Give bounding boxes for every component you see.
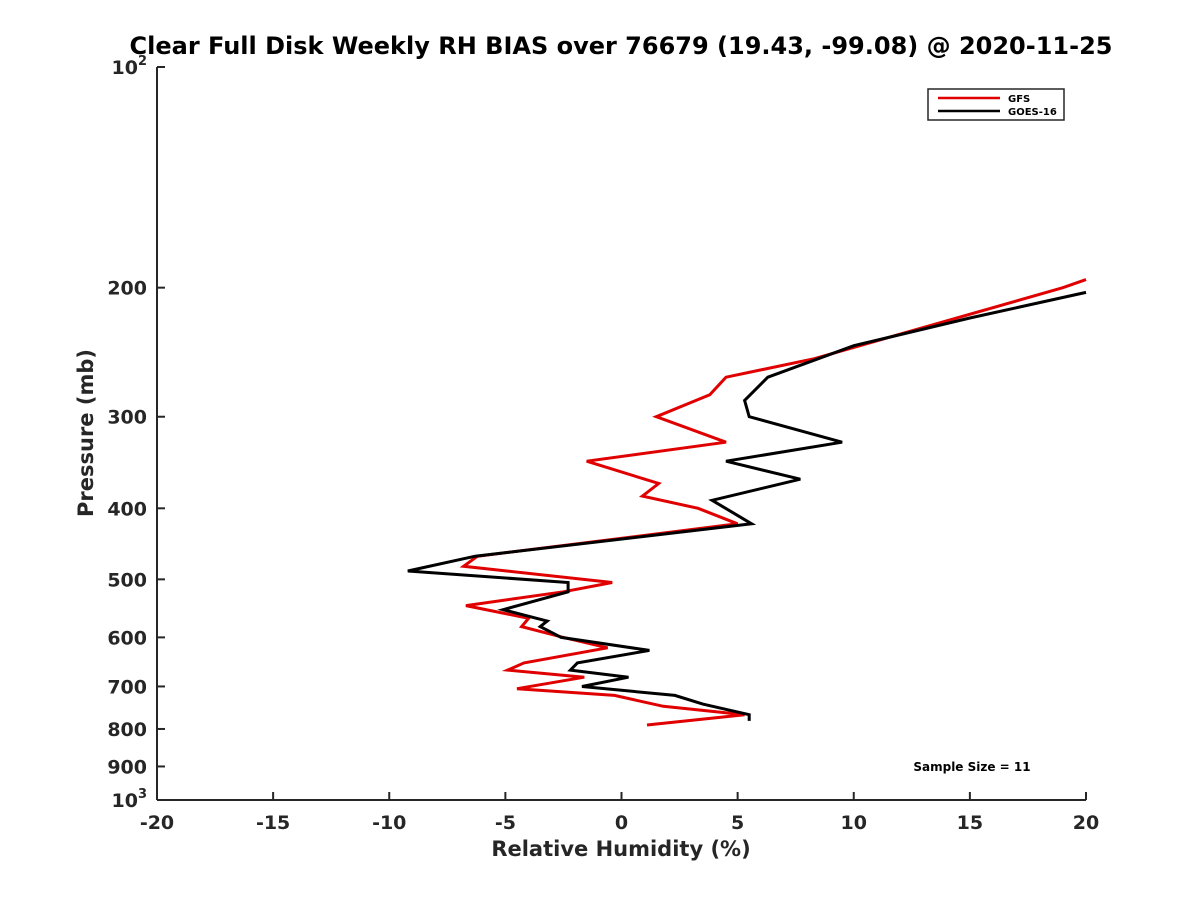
y-tick-label: 600 [107, 627, 147, 649]
x-tick-label: 15 [957, 812, 983, 834]
y-tick-label: 300 [107, 407, 147, 429]
x-axis-ticks: -20 -15 -10 -5 0 5 10 15 20 [140, 792, 1099, 834]
x-tick-label: -10 [372, 812, 406, 834]
x-tick-label: -20 [140, 812, 174, 834]
y-tick-label: 900 [107, 756, 147, 778]
y-tick-label: 800 [107, 719, 147, 741]
y-tick-label: 103 [112, 787, 148, 812]
chart-title: Clear Full Disk Weekly RH BIAS over 7667… [130, 32, 1113, 60]
x-tick-label: 0 [615, 812, 628, 834]
x-tick-label: -5 [495, 812, 516, 834]
x-tick-label: 20 [1073, 812, 1099, 834]
series-line-goes-16 [407, 290, 1087, 721]
series-lines [407, 278, 1087, 727]
y-tick-label: 500 [107, 569, 147, 591]
x-axis-label: Relative Humidity (%) [491, 837, 750, 861]
legend-label: GFS [1008, 94, 1030, 105]
y-tick-label: 200 [107, 278, 147, 300]
series-line-gfs [459, 278, 1087, 727]
x-tick-label: 5 [731, 812, 744, 834]
legend-box [927, 88, 1065, 121]
x-tick-label: -15 [256, 812, 290, 834]
y-tick-label: 102 [112, 54, 148, 79]
y-tick-label: 700 [107, 676, 147, 698]
y-axis-label: Pressure (mb) [74, 349, 98, 517]
y-axis-ticks: 102 200 300 400 500 600 700 800 900 103 [107, 54, 165, 812]
y-tick-label: 400 [107, 498, 147, 520]
legend: GFS GOES-16 [927, 88, 1065, 121]
sample-size-annotation: Sample Size = 11 [913, 760, 1030, 774]
x-tick-label: 10 [841, 812, 867, 834]
legend-label: GOES-16 [1008, 107, 1057, 118]
